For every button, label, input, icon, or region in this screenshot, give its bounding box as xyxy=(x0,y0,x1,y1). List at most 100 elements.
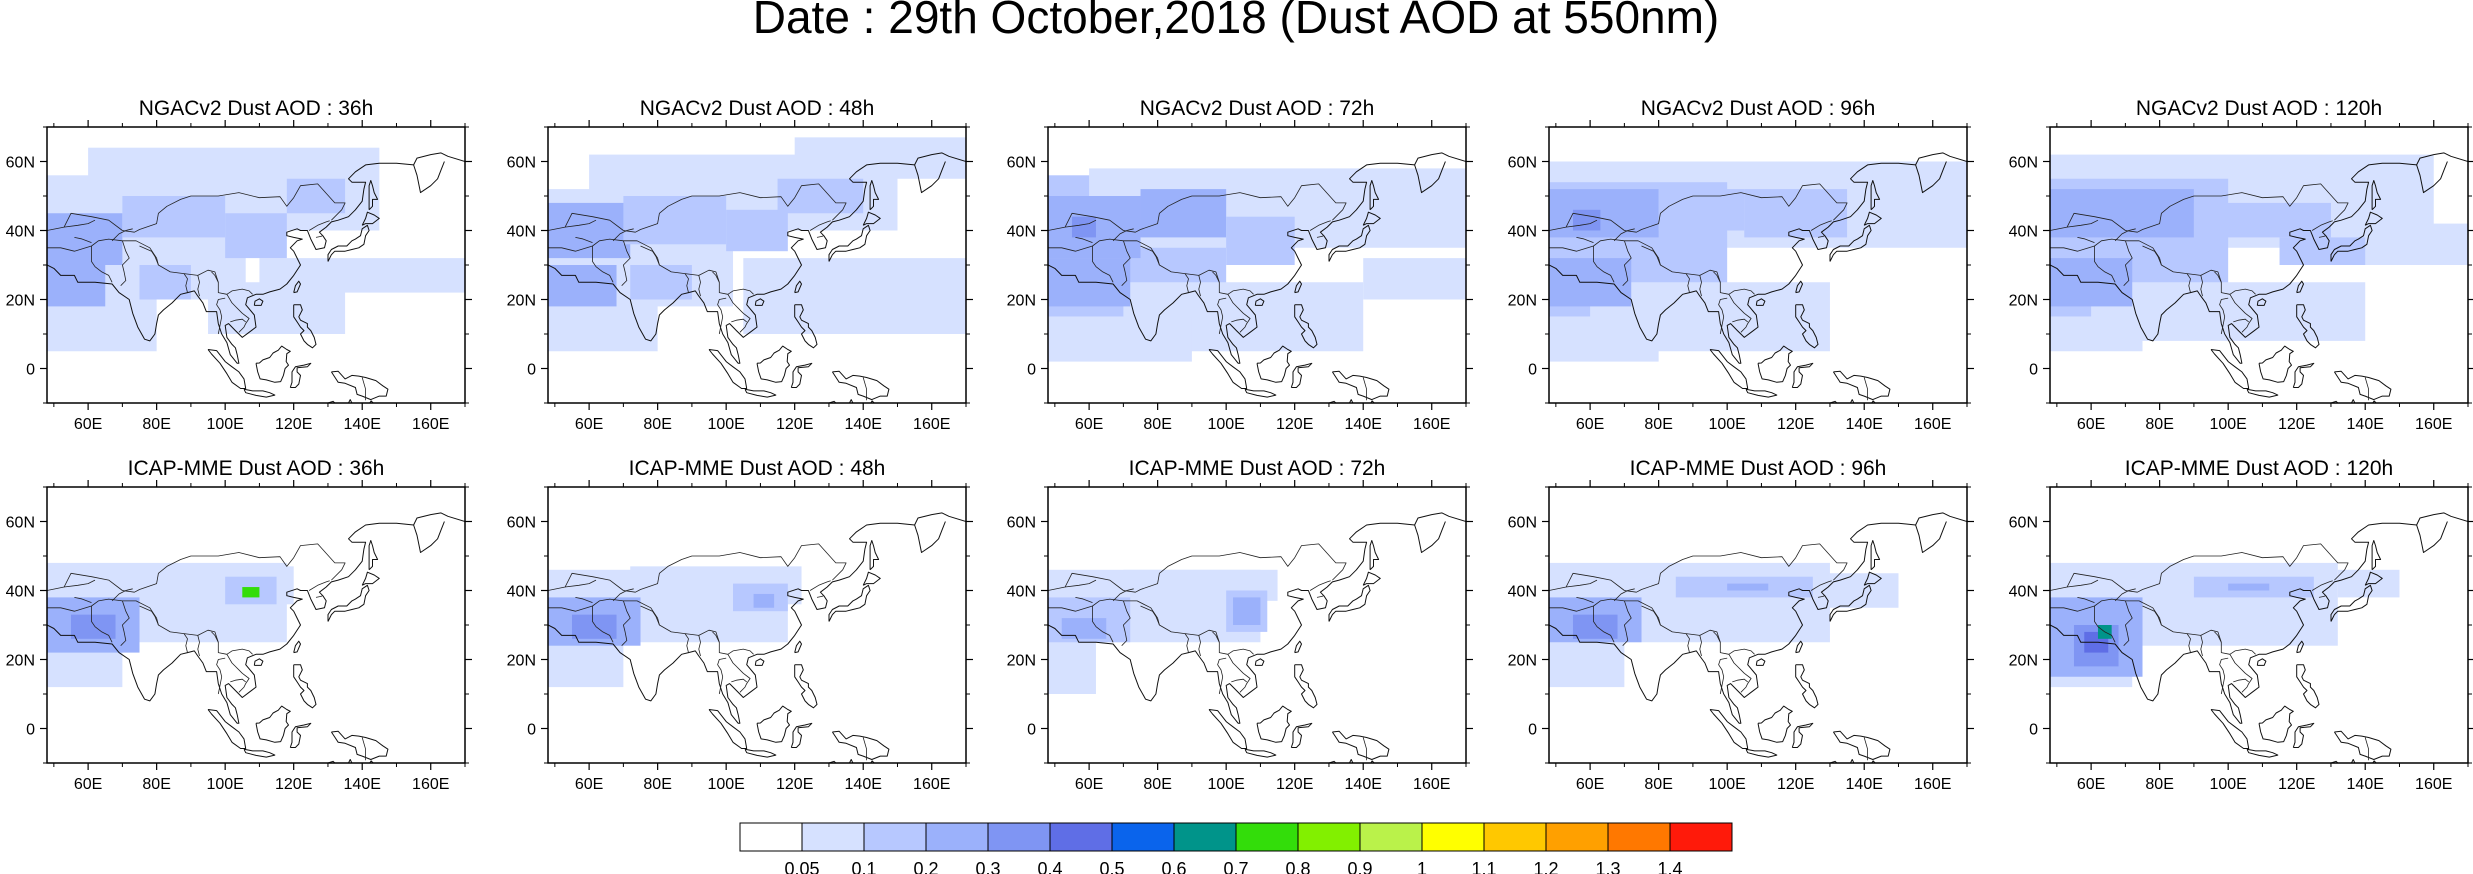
coastline xyxy=(1254,298,1265,306)
coastline xyxy=(1362,211,1381,226)
country-border xyxy=(1092,606,1114,643)
coastline xyxy=(2351,759,2356,763)
colorbar-label: 0.5 xyxy=(1099,859,1124,874)
dust-aod-field xyxy=(47,147,465,352)
coastline xyxy=(289,722,312,748)
lon-tick-label: 60E xyxy=(74,776,102,793)
coastline xyxy=(754,658,765,666)
country-border xyxy=(2364,737,2370,761)
colorbar-label: 0.7 xyxy=(1223,859,1248,874)
panel-title: ICAP-MME Dust AOD : 72h xyxy=(1129,457,1386,480)
country-border xyxy=(47,598,253,655)
country-border xyxy=(1613,588,1635,602)
lon-tick-label: 100E xyxy=(707,416,744,433)
coastline xyxy=(790,722,813,748)
coastline xyxy=(1850,759,1855,763)
colorbar-label: 0.3 xyxy=(975,859,1000,874)
panel-title: ICAP-MME Dust AOD : 36h xyxy=(128,457,385,480)
country-border xyxy=(712,631,720,643)
coastline xyxy=(1362,571,1381,586)
dust-aod-field xyxy=(1549,161,1967,362)
country-border xyxy=(548,183,847,233)
country-border xyxy=(64,219,96,228)
country-border xyxy=(1863,377,1868,401)
country-border xyxy=(2050,598,2256,655)
country-border xyxy=(1227,294,1251,333)
country-border xyxy=(2233,318,2249,323)
lon-tick-label: 60E xyxy=(74,416,102,433)
map-panel: NGACv2 Dust AOD : 36h 60E 80E 100E 120E 140E 1… xyxy=(6,97,472,433)
colorbar-swatch xyxy=(1111,822,1175,852)
coastline xyxy=(207,709,247,749)
country-borders xyxy=(1549,543,1868,761)
coastline xyxy=(862,211,881,226)
lon-tick-label: 120E xyxy=(1276,776,1313,793)
country-border xyxy=(2229,294,2253,333)
coastline xyxy=(869,180,880,211)
dust-aod-cell xyxy=(1140,189,1227,238)
country-border xyxy=(731,678,747,683)
coastline xyxy=(1549,152,1967,364)
lat-tick-label: 60N xyxy=(2009,515,2038,532)
lon-tick-label: 140E xyxy=(1345,416,1382,433)
colorbar-label: 1.4 xyxy=(1657,859,1682,874)
lat-tick-label: 0 xyxy=(1528,722,1537,739)
country-border xyxy=(640,605,660,626)
lat-tick-label: 40N xyxy=(1508,584,1537,601)
dust-aod-cell xyxy=(47,265,106,307)
lon-tick-label: 140E xyxy=(1846,776,1883,793)
coastline xyxy=(1331,730,1390,760)
country-border xyxy=(1718,657,1728,695)
country-border xyxy=(197,635,200,657)
coastline xyxy=(293,664,317,709)
colorbar-swatch xyxy=(1049,822,1113,852)
dust-aod-cell xyxy=(225,213,287,259)
country-border xyxy=(1112,588,1134,602)
country-border xyxy=(308,220,330,231)
country-border xyxy=(698,275,701,297)
coastline xyxy=(1795,304,1819,349)
lat-tick-label: 20N xyxy=(507,653,536,670)
coastline xyxy=(2330,224,2373,262)
country-border xyxy=(575,597,593,603)
lon-tick-label: 80E xyxy=(1644,776,1672,793)
country-border xyxy=(1641,605,1661,626)
lat-tick-label: 60N xyxy=(6,515,35,532)
coastline xyxy=(2050,512,2468,724)
country-border xyxy=(197,275,200,297)
country-border xyxy=(64,579,96,588)
country-border xyxy=(1613,228,1635,242)
dust-aod-cell xyxy=(1233,597,1261,625)
coastline xyxy=(1328,584,1371,622)
coastline xyxy=(1349,759,1354,763)
coastline xyxy=(289,362,312,388)
coastlines xyxy=(548,152,966,403)
panel-title: NGACv2 Dust AOD : 96h xyxy=(1641,97,1876,120)
colorbar-swatch xyxy=(925,822,989,852)
country-border xyxy=(816,234,825,238)
coastline xyxy=(2351,399,2356,403)
country-border xyxy=(1112,228,1134,242)
dust-aod-cell xyxy=(1549,316,1659,362)
lat-tick-label: 60N xyxy=(1508,155,1537,172)
country-border xyxy=(565,219,597,228)
country-border xyxy=(1075,597,1093,603)
lon-tick-label: 80E xyxy=(1644,416,1672,433)
country-border xyxy=(230,678,246,683)
coastline xyxy=(2256,658,2267,666)
lon-tick-label: 80E xyxy=(643,776,671,793)
lon-tick-label: 120E xyxy=(275,416,312,433)
country-border xyxy=(2219,297,2229,335)
lat-tick-label: 0 xyxy=(1027,722,1036,739)
coastline xyxy=(831,370,890,401)
coastline xyxy=(849,759,854,763)
country-borders xyxy=(2050,183,2370,401)
country-border xyxy=(2214,271,2222,283)
coastline xyxy=(1349,399,1354,403)
country-borders xyxy=(1048,543,1367,761)
country-border xyxy=(1685,273,1690,293)
dust-aod-cell xyxy=(794,137,966,179)
coastline xyxy=(361,211,380,226)
country-border xyxy=(120,240,130,286)
